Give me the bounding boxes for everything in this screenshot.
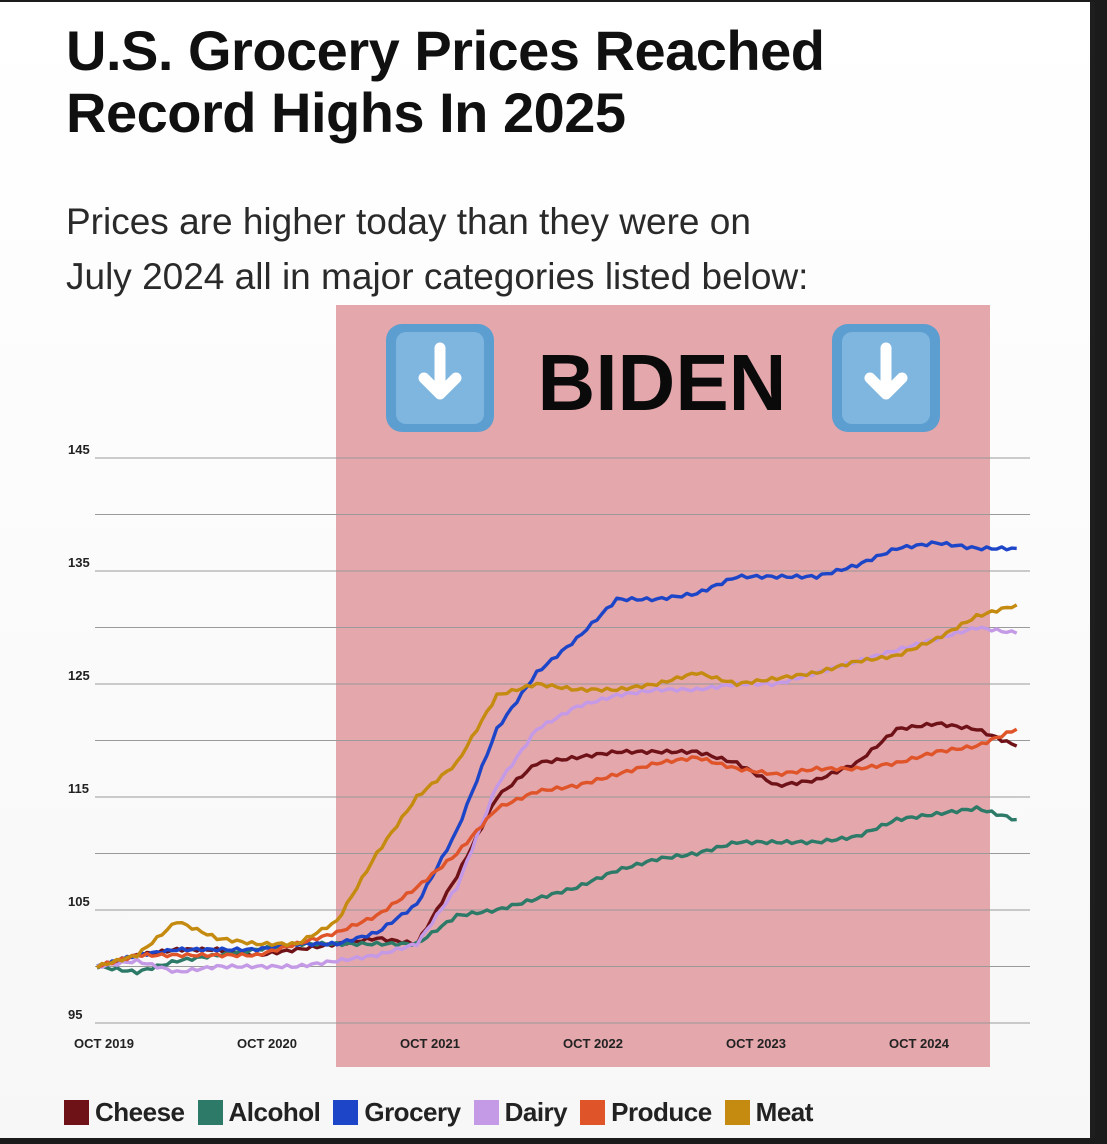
legend-item-meat: Meat: [724, 1096, 814, 1128]
gridlines: [95, 457, 1030, 1024]
series-line-produce: [96, 727, 1018, 969]
legend-swatch: [64, 1099, 89, 1125]
series-line-meat: [95, 603, 1018, 970]
down-arrow-icon: [832, 324, 940, 432]
biden-label: BIDEN: [538, 338, 787, 427]
legend-swatch: [724, 1099, 750, 1125]
down-arrow-icon: [386, 324, 494, 432]
x-tick-label: OCT 2020: [237, 1036, 297, 1051]
y-tick-label: 115: [68, 781, 89, 796]
legend-item-produce: Produce: [580, 1097, 712, 1128]
subtitle: Prices are higher today than they were o…: [66, 201, 809, 297]
y-tick-label: 95: [68, 1007, 82, 1022]
legend-label: Alcohol: [228, 1096, 321, 1127]
legend-label: Dairy: [504, 1096, 568, 1127]
x-tick-label: OCT 2022: [563, 1036, 623, 1051]
y-tick-label: 135: [68, 555, 90, 570]
legend-swatch: [333, 1099, 359, 1125]
x-tick-label: OCT 2023: [726, 1036, 786, 1051]
series-lines: [95, 540, 1018, 976]
legend-swatch: [580, 1099, 606, 1125]
y-tick-label: 125: [68, 668, 90, 683]
legend-label: Cheese: [95, 1096, 185, 1127]
series-line-grocery: [96, 540, 1017, 968]
legend-swatch: [197, 1099, 223, 1125]
x-tick-label: OCT 2021: [400, 1036, 460, 1051]
legend-item-grocery: Grocery: [333, 1096, 461, 1128]
legend-label: Grocery: [364, 1096, 461, 1127]
page-title: U.S. Grocery Prices Reached Record Highs…: [66, 19, 825, 144]
legend-item-dairy: Dairy: [473, 1096, 568, 1128]
legend-label: Produce: [611, 1096, 712, 1127]
x-axis-ticks: OCT 2019 OCT 2020 OCT 2021 OCT 2022 OCT 2023…: [74, 1036, 950, 1051]
x-tick-label: OCT 2024: [889, 1036, 950, 1051]
biden-banner: BIDEN: [386, 324, 940, 432]
y-tick-label: 105: [68, 894, 90, 909]
x-tick-label: OCT 2019: [74, 1036, 134, 1051]
y-tick-label: 145: [68, 442, 90, 457]
legend-swatch: [473, 1099, 499, 1125]
legend-label: Meat: [755, 1096, 814, 1127]
legend-item-cheese: Cheese: [64, 1097, 185, 1128]
y-axis-ticks: 95 105 115 125 135 145: [68, 442, 90, 1022]
legend: Cheese Alcohol Grocery Dairy Produce Meat: [64, 1094, 813, 1130]
legend-item-alcohol: Alcohol: [197, 1096, 321, 1128]
